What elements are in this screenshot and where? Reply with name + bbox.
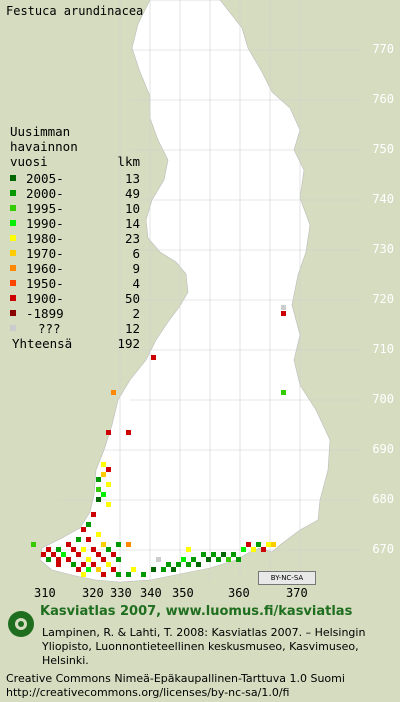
- legend-swatch: [10, 175, 16, 181]
- legend-label: 1990-: [26, 216, 64, 231]
- finland-land: [39, 0, 331, 583]
- legend-row: 1950- 4: [10, 276, 140, 291]
- credit-license[interactable]: Creative Commons Nimeä-Epäkaupallinen-Ta…: [6, 672, 345, 699]
- legend-count-header: lkm: [117, 154, 140, 169]
- legend-header-line: havainnon: [10, 139, 78, 154]
- legend-count: 12: [124, 321, 140, 336]
- legend-header: Uusimman havainnon vuosi lkm: [10, 124, 140, 169]
- legend-swatch: [10, 310, 16, 316]
- legend-swatch: [10, 295, 16, 301]
- grid-x-label: 320: [82, 586, 104, 600]
- grid-y-label: 680: [372, 492, 394, 506]
- legend-label: 1970-: [26, 246, 64, 261]
- grid-y-label: 740: [372, 192, 394, 206]
- grid-x-label: 340: [140, 586, 162, 600]
- legend-count: 49: [124, 186, 140, 201]
- grid-x-label: 350: [172, 586, 194, 600]
- grid-x-label: 360: [228, 586, 250, 600]
- cc-license-text: BY-NC-SA: [270, 574, 304, 582]
- legend-count: 9: [132, 261, 140, 276]
- grid-x-label: 310: [34, 586, 56, 600]
- legend-total: Yhteensä 192: [10, 336, 140, 351]
- legend-swatch: [10, 250, 16, 256]
- grid-x-label: 330: [110, 586, 132, 600]
- legend-count: 2: [132, 306, 140, 321]
- map-grid: [40, 0, 360, 580]
- cc-license-badge[interactable]: BY-NC-SA: [258, 571, 316, 585]
- legend-swatch: [10, 235, 16, 241]
- legend-header-line: vuosi: [10, 154, 48, 169]
- legend-row: 1970- 6: [10, 246, 140, 261]
- legend-count: 50: [124, 291, 140, 306]
- finland-map: [31, 0, 360, 583]
- grid-x-label: 370: [286, 586, 308, 600]
- legend-count: 6: [132, 246, 140, 261]
- grid-y-label: 720: [372, 292, 394, 306]
- legend-count: 10: [124, 201, 140, 216]
- legend-label: 1995-: [26, 201, 64, 216]
- legend-swatch: [10, 205, 16, 211]
- grid-y-label: 700: [372, 392, 394, 406]
- legend-label: 1950-: [26, 276, 64, 291]
- legend-row: -1899 2: [10, 306, 140, 321]
- legend-row: 1990- 14: [10, 216, 140, 231]
- legend-header-line: Uusimman: [10, 124, 71, 139]
- legend-label: -1899: [26, 306, 64, 321]
- legend-count: 13: [124, 171, 140, 186]
- species-title: Festuca arundinacea: [6, 4, 144, 18]
- legend-row: 1900- 50: [10, 291, 140, 306]
- legend-swatch: [10, 190, 16, 196]
- legend-count: 4: [132, 276, 140, 291]
- grid-y-label: 750: [372, 142, 394, 156]
- legend: Uusimman havainnon vuosi lkm 2005- 13 2000…: [10, 124, 140, 351]
- legend-swatch: [10, 325, 16, 331]
- legend-label: ???: [38, 321, 61, 336]
- legend-swatch: [10, 220, 16, 226]
- legend-row: ??? 12: [10, 321, 140, 336]
- grid-y-label: 730: [372, 242, 394, 256]
- legend-label: 1960-: [26, 261, 64, 276]
- credits: Kasviatlas 2007, www.luomus.fi/kasviatla…: [0, 600, 400, 702]
- legend-count: 14: [124, 216, 140, 231]
- grid-y-label: 710: [372, 342, 394, 356]
- observation-squares: [31, 305, 286, 577]
- grid-y-label: 670: [372, 542, 394, 556]
- legend-total-label: Yhteensä: [12, 336, 73, 351]
- legend-row: 1980- 23: [10, 231, 140, 246]
- grid-y-label: 770: [372, 42, 394, 56]
- legend-row: 2000- 49: [10, 186, 140, 201]
- grid-y-label: 690: [372, 442, 394, 456]
- legend-row: 1995- 10: [10, 201, 140, 216]
- legend-label: 2000-: [26, 186, 64, 201]
- legend-swatch: [10, 265, 16, 271]
- kasviatlas-logo-icon: [8, 611, 34, 637]
- legend-label: 1980-: [26, 231, 64, 246]
- legend-count: 23: [124, 231, 140, 246]
- legend-row: 2005- 13: [10, 171, 140, 186]
- legend-total-count: 192: [117, 336, 140, 351]
- legend-swatch: [10, 280, 16, 286]
- legend-row: 1960- 9: [10, 261, 140, 276]
- credit-citation: Lampinen, R. & Lahti, T. 2008: Kasviatla…: [42, 626, 366, 667]
- legend-label: 2005-: [26, 171, 64, 186]
- legend-label: 1900-: [26, 291, 64, 306]
- credit-site[interactable]: Kasviatlas 2007, www.luomus.fi/kasviatla…: [40, 604, 353, 619]
- grid-y-label: 760: [372, 92, 394, 106]
